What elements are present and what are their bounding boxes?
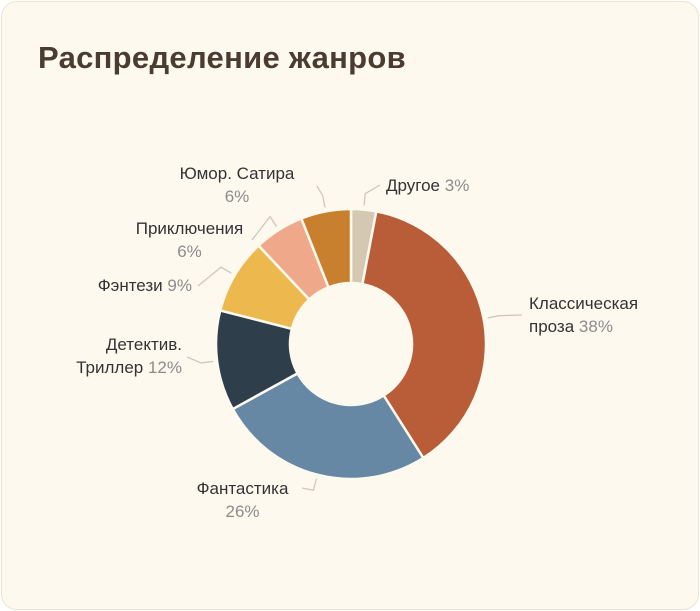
segment-label: Другое 3% [386,174,516,197]
segment-label: Классическая проза 38% [529,292,654,338]
segment-label: Детектив. Триллер 12% [50,333,182,379]
value-label: 12% [147,358,182,377]
segment-label: Приключения 6% [132,217,247,263]
value-label: 6% [177,242,202,261]
category-name: Фэнтези [97,276,163,295]
chart-title: Распределение жанров [38,40,406,75]
leader-line [487,314,523,319]
donut-segment [360,209,488,460]
category-name: Фантастика [196,479,289,498]
value-label: 3% [444,176,470,195]
category-name: Другое [386,176,441,195]
segment-label: Юмор. Сатира 6% [172,162,302,208]
category-name: Классическая проза [529,294,639,336]
leader-line [301,478,318,492]
value-label: 38% [578,317,613,336]
leader-line [316,185,326,208]
category-name: Детектив. Триллер [76,335,182,377]
category-name: Юмор. Сатира [179,164,295,183]
category-name: Приключения [135,219,244,238]
leader-line [197,266,232,287]
donut-segment [299,207,353,289]
leader-line [363,184,381,206]
segment-label: Фантастика 26% [190,477,295,523]
value-label: 26% [225,502,260,521]
segment-label: Фэнтези 9% [60,274,192,297]
value-label: 9% [167,276,192,295]
value-label: 6% [224,187,250,206]
leader-line [186,356,214,364]
leader-line [251,215,278,241]
donut-segment [231,371,426,481]
